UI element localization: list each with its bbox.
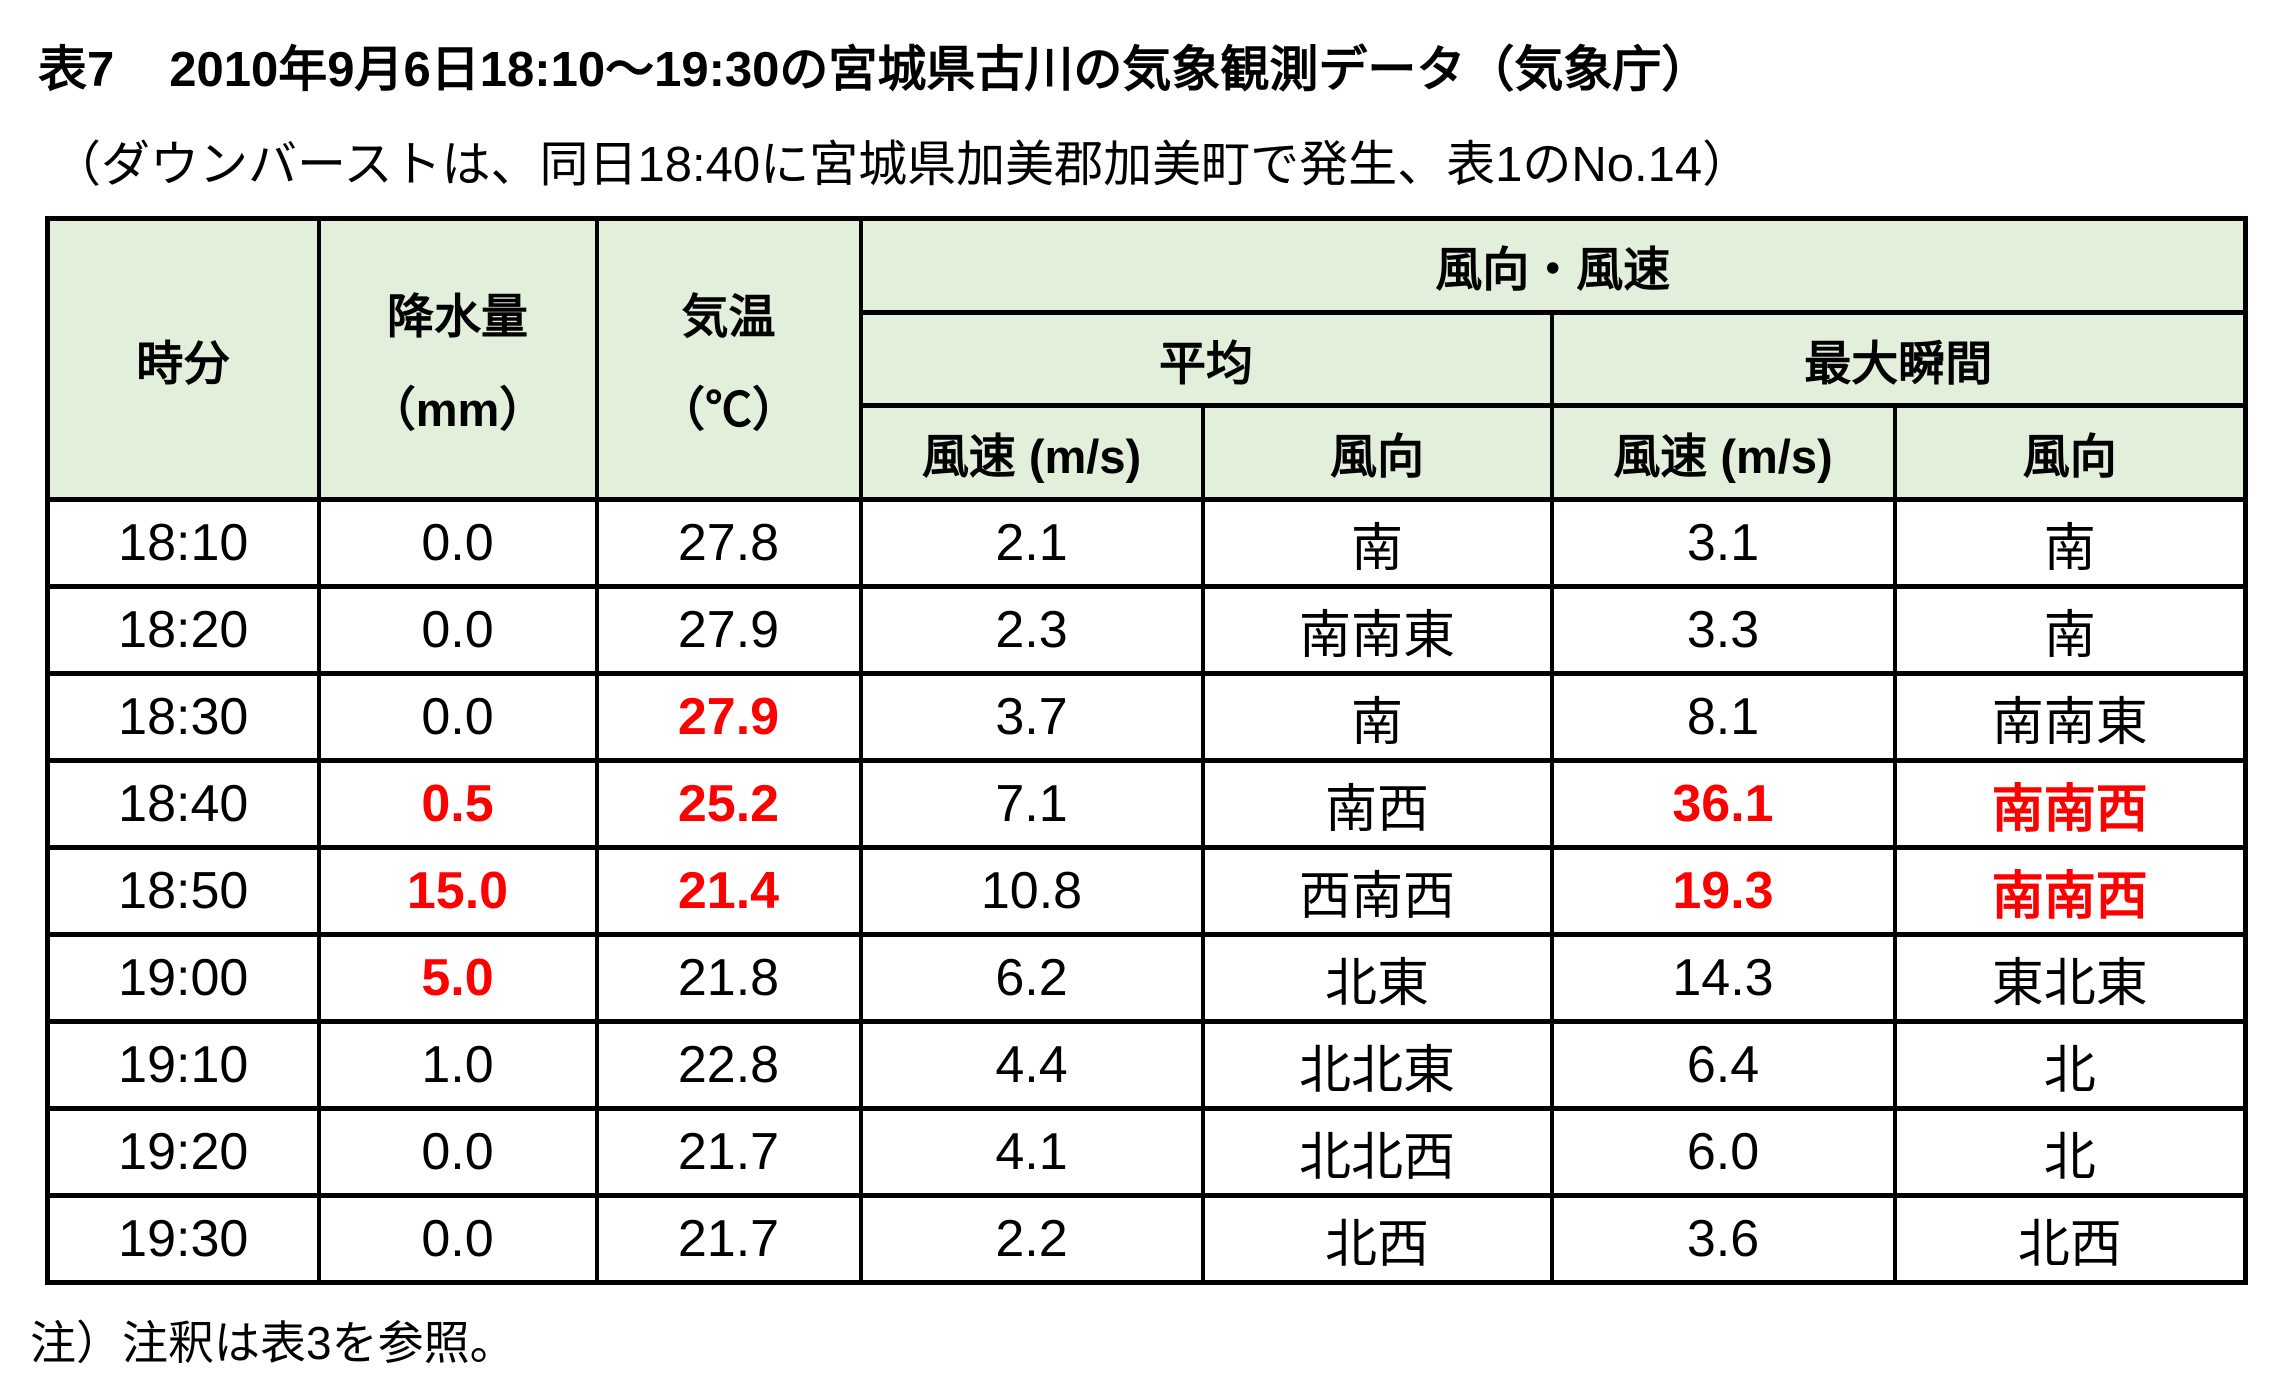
table-subtitle: （ダウンバーストは、同日18:40に宮城県加美郡加美町で発生、表1のNo.14） [52,138,1752,192]
cell-max-wind-speed: 14.3 [1549,932,1897,1024]
cell-max-wind-speed: 3.6 [1549,1193,1897,1285]
cell-max-wind-speed: 6.4 [1549,1019,1897,1111]
cell-max-wind-speed: 3.3 [1549,584,1897,676]
table-row: 18:40 0.5 25.2 7.1 南西 36.1 南南西 [45,758,2248,850]
cell-avg-wind-speed: 7.1 [858,758,1205,850]
cell-avg-wind-speed: 10.8 [858,845,1205,937]
cell-temperature: 27.9 [594,584,863,676]
cell-temperature: 21.8 [594,932,863,1024]
cell-precipitation: 0.0 [316,584,599,676]
cell-avg-wind-direction: 南西 [1200,758,1554,850]
cell-precipitation: 0.0 [316,497,599,589]
table-row: 19:00 5.0 21.8 6.2 北東 14.3 東北東 [45,932,2248,1024]
temperature-label: 気温 [681,290,776,343]
cell-avg-wind-speed: 4.1 [858,1106,1205,1198]
col-header-avg-wind-speed: 風速 (m/s) [858,403,1205,502]
cell-time: 19:10 [45,1019,321,1111]
cell-time: 19:20 [45,1106,321,1198]
col-header-max-wind-direction: 風向 [1892,403,2248,502]
cell-avg-wind-speed: 6.2 [858,932,1205,1024]
cell-precipitation: 0.0 [316,671,599,763]
col-header-avg-wind-direction: 風向 [1200,403,1554,502]
cell-precipitation: 0.0 [316,1106,599,1198]
col-header-time: 時分 [45,216,321,502]
cell-max-wind-speed: 3.1 [1549,497,1897,589]
cell-max-wind-speed: 36.1 [1549,758,1897,850]
weather-observation-table: 時分 降水量 （mm） 気温 （℃） 風向・風速 平均 最大瞬間 風速 (m/s… [45,216,2248,1285]
cell-temperature: 21.4 [594,845,863,937]
cell-temperature: 25.2 [594,758,863,850]
cell-time: 19:30 [45,1193,321,1285]
cell-max-wind-direction: 北西 [1892,1193,2248,1285]
cell-max-wind-direction: 南南東 [1892,671,2248,763]
cell-max-wind-direction: 東北東 [1892,932,2248,1024]
col-header-max-instantaneous: 最大瞬間 [1549,310,2248,408]
cell-avg-wind-direction: 南南東 [1200,584,1554,676]
table-row: 18:50 15.0 21.4 10.8 西南西 19.3 南南西 [45,845,2248,937]
cell-avg-wind-speed: 2.2 [858,1193,1205,1285]
weather-table-body: 18:10 0.0 27.8 2.1 南 3.1 南 18:20 0.0 27.9 2.3 南南東 3.… [45,497,2248,1285]
cell-avg-wind-speed: 4.4 [858,1019,1205,1111]
cell-time: 18:20 [45,584,321,676]
cell-temperature: 27.9 [594,671,863,763]
cell-avg-wind-speed: 2.1 [858,497,1205,589]
cell-time: 18:50 [45,845,321,937]
cell-avg-wind-direction: 北北西 [1200,1106,1554,1198]
precipitation-label: 降水量 [387,290,528,343]
cell-precipitation: 0.0 [316,1193,599,1285]
cell-time: 18:10 [45,497,321,589]
cell-max-wind-speed: 8.1 [1549,671,1897,763]
cell-avg-wind-direction: 西南西 [1200,845,1554,937]
table-caption: 表7 2010年9月6日18:10～19:30の宮城県古川の気象観測データ（気象… [38,30,2269,101]
table-row: 18:10 0.0 27.8 2.1 南 3.1 南 [45,497,2248,589]
cell-avg-wind-direction: 南 [1200,497,1554,589]
cell-precipitation: 1.0 [316,1019,599,1111]
table-row: 18:30 0.0 27.9 3.7 南 8.1 南南東 [45,671,2248,763]
cell-precipitation: 15.0 [316,845,599,937]
cell-avg-wind-speed: 3.7 [858,671,1205,763]
table-row: 18:20 0.0 27.9 2.3 南南東 3.3 南 [45,584,2248,676]
cell-max-wind-speed: 6.0 [1549,1106,1897,1198]
cell-avg-wind-direction: 北東 [1200,932,1554,1024]
cell-avg-wind-direction: 南 [1200,671,1554,763]
cell-avg-wind-speed: 2.3 [858,584,1205,676]
cell-time: 19:00 [45,932,321,1024]
table-row: 19:10 1.0 22.8 4.4 北北東 6.4 北 [45,1019,2248,1111]
cell-avg-wind-direction: 北西 [1200,1193,1554,1285]
cell-max-wind-direction: 南 [1892,584,2248,676]
precipitation-unit: （mm） [368,383,547,436]
cell-precipitation: 0.5 [316,758,599,850]
cell-time: 18:40 [45,758,321,850]
footnote: 注）注釈は表3を参照。 [30,1317,516,1369]
cell-max-wind-direction: 南南西 [1892,845,2248,937]
cell-max-wind-speed: 19.3 [1549,845,1897,937]
table-row: 19:20 0.0 21.7 4.1 北北西 6.0 北 [45,1106,2248,1198]
cell-temperature: 21.7 [594,1193,863,1285]
col-header-temperature: 気温 （℃） [594,216,863,502]
cell-precipitation: 5.0 [316,932,599,1024]
cell-temperature: 22.8 [594,1019,863,1111]
cell-max-wind-direction: 南 [1892,497,2248,589]
table-row: 19:30 0.0 21.7 2.2 北西 3.6 北西 [45,1193,2248,1285]
temperature-unit: （℃） [658,383,799,436]
cell-temperature: 27.8 [594,497,863,589]
cell-max-wind-direction: 北 [1892,1019,2248,1111]
col-header-max-wind-speed: 風速 (m/s) [1549,403,1897,502]
table-number: 表7 [38,43,115,97]
col-header-wind-group: 風向・風速 [858,216,2248,315]
col-header-average: 平均 [858,310,1554,408]
cell-time: 18:30 [45,671,321,763]
cell-max-wind-direction: 南南西 [1892,758,2248,850]
table-title: 2010年9月6日18:10～19:30の宮城県古川の気象観測データ（気象庁） [169,43,1711,97]
cell-temperature: 21.7 [594,1106,863,1198]
cell-max-wind-direction: 北 [1892,1106,2248,1198]
cell-avg-wind-direction: 北北東 [1200,1019,1554,1111]
table-header: 時分 降水量 （mm） 気温 （℃） 風向・風速 平均 最大瞬間 風速 (m/s… [45,216,2248,502]
col-header-precipitation: 降水量 （mm） [316,216,599,502]
